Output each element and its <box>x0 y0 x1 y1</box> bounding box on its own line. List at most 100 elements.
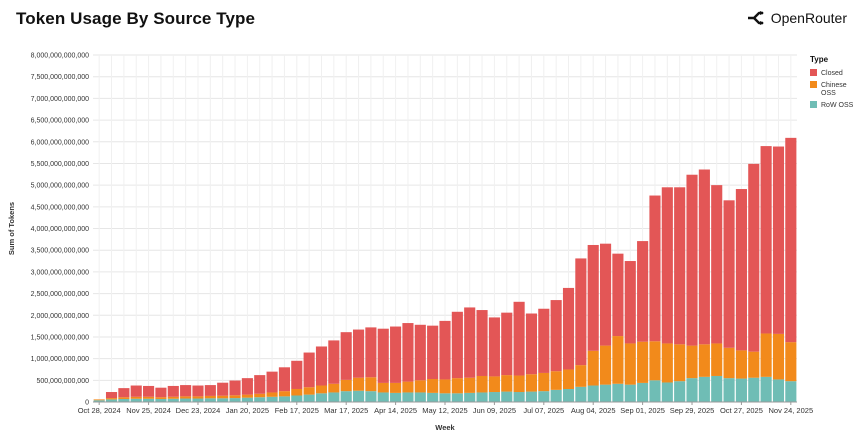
bar-closed <box>340 332 352 380</box>
y-tick-label: 6,000,000,000,000 <box>31 139 89 146</box>
bar-chinese-oss <box>217 395 229 399</box>
x-tick-label: Mar 17, 2025 <box>324 406 368 415</box>
bar-chinese-oss <box>451 378 463 394</box>
bar-chinese-oss <box>698 344 710 377</box>
bar-row-oss <box>785 381 797 402</box>
bar-chinese-oss <box>501 375 513 392</box>
legend-label: Closed <box>821 70 843 77</box>
y-tick-label: 2,000,000,000,000 <box>31 313 89 320</box>
bar-chinese-oss <box>130 396 142 399</box>
x-tick-label: Aug 04, 2025 <box>571 406 616 415</box>
x-tick-label: Sep 01, 2025 <box>620 406 665 415</box>
bar-row-oss <box>501 391 513 402</box>
y-tick-label: 5,500,000,000,000 <box>31 161 89 168</box>
bar-row-oss <box>464 392 476 402</box>
bar-row-oss <box>241 397 253 402</box>
bar-row-oss <box>587 385 599 402</box>
bar-row-oss <box>476 392 488 402</box>
bar-closed <box>538 308 550 373</box>
bar-closed <box>266 371 278 393</box>
bar-row-oss <box>192 398 204 402</box>
legend-label-line: Chinese <box>821 82 847 89</box>
y-tick-label: 3,500,000,000,000 <box>31 248 89 255</box>
x-tick-label: Jun 09, 2025 <box>473 406 516 415</box>
bar-chinese-oss <box>723 347 735 379</box>
brand-name: OpenRouter <box>770 10 847 26</box>
bar-chinese-oss <box>315 385 328 394</box>
bar-closed <box>155 387 167 398</box>
bar-chinese-oss <box>93 399 105 401</box>
x-tick-label: Jul 07, 2025 <box>523 406 564 415</box>
bar-chinese-oss <box>167 396 179 399</box>
bar-row-oss <box>550 389 562 402</box>
bar-closed <box>674 187 686 345</box>
legend-label-line: OSS <box>821 90 836 97</box>
bar-closed <box>254 375 266 394</box>
bar-closed <box>698 169 710 345</box>
bar-chinese-oss <box>612 336 624 384</box>
bar-row-oss <box>439 393 451 402</box>
bar-closed <box>105 392 118 399</box>
bar-chinese-oss <box>488 376 500 393</box>
bar-closed <box>278 367 290 392</box>
legend: Type Closed Chinese OSS RoW OSS <box>810 55 854 109</box>
page-title: Token Usage By Source Type <box>16 9 256 28</box>
bar-closed <box>488 317 500 377</box>
bar-row-oss <box>735 378 747 402</box>
bar-row-oss <box>538 391 550 402</box>
bar-chinese-oss <box>661 343 673 383</box>
bar-closed <box>328 340 340 384</box>
bar-chinese-oss <box>352 377 365 391</box>
bar-chinese-oss <box>390 382 402 393</box>
bar-chinese-oss <box>772 333 785 380</box>
bar-closed <box>600 243 612 346</box>
y-tick-label: 4,000,000,000,000 <box>31 226 89 233</box>
bar-row-oss <box>266 396 278 402</box>
bar-chinese-oss <box>155 397 167 399</box>
bar-closed <box>513 301 525 376</box>
bar-chinese-oss <box>303 387 315 395</box>
bar-closed <box>661 187 673 344</box>
bar-row-oss <box>365 391 377 402</box>
brand-logo[interactable]: OpenRouter <box>747 10 847 26</box>
bar-row-oss <box>698 376 710 402</box>
bar-row-oss <box>612 383 624 402</box>
bar-row-oss <box>377 392 389 402</box>
bar-closed <box>217 382 229 396</box>
x-tick-label: May 12, 2025 <box>422 406 467 415</box>
bar-row-oss <box>130 398 142 402</box>
bar-chinese-oss <box>291 388 303 396</box>
bar-row-oss <box>760 376 772 402</box>
legend-swatch <box>810 81 817 88</box>
x-tick-label: Jan 20, 2025 <box>226 406 269 415</box>
bar-row-oss <box>525 391 538 402</box>
bar-row-oss <box>488 392 500 402</box>
bar-row-oss <box>711 375 723 402</box>
bar-closed <box>390 326 402 383</box>
bar-row-oss <box>686 378 698 402</box>
bar-chinese-oss <box>192 396 204 399</box>
bar-chinese-oss <box>229 395 241 399</box>
bar-chinese-oss <box>105 398 118 400</box>
bar-chinese-oss <box>118 397 130 399</box>
bar-chinese-oss <box>143 396 155 399</box>
bar-row-oss <box>105 399 118 402</box>
bar-closed <box>439 320 451 380</box>
bar-closed <box>525 313 538 375</box>
legend-label: Chinese OSS <box>821 82 847 97</box>
bar-closed <box>414 324 426 381</box>
x-tick-label: Nov 25, 2024 <box>126 406 171 415</box>
bar-closed <box>402 323 414 382</box>
bar-chinese-oss <box>711 343 723 376</box>
bar-chinese-oss <box>538 372 550 392</box>
bar-row-oss <box>451 393 463 402</box>
bar-closed <box>760 146 772 334</box>
y-axis-title: Sum of Tokens <box>7 202 16 255</box>
bar-row-oss <box>155 398 167 402</box>
x-axis-title: Week <box>435 423 455 432</box>
y-tick-label: 7,000,000,000,000 <box>31 96 89 103</box>
bar-row-oss <box>180 398 192 402</box>
bar-chinese-oss <box>180 396 192 399</box>
bar-closed <box>451 311 463 379</box>
bar-row-oss <box>661 382 673 402</box>
